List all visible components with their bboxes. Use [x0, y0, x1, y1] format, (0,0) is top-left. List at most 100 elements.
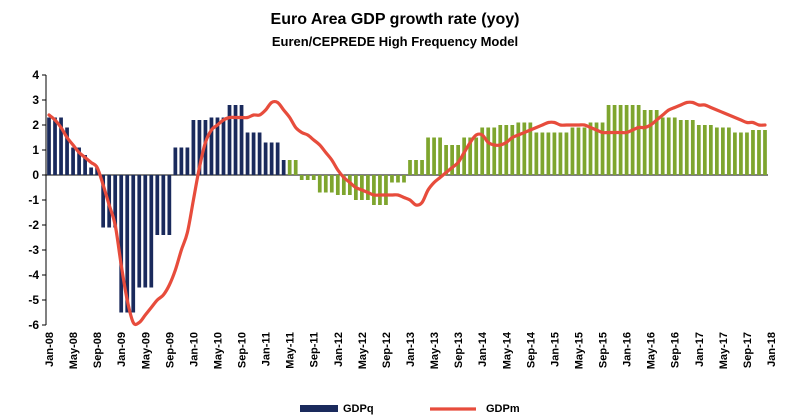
bar-forecast	[642, 110, 647, 175]
bar-forecast	[594, 122, 599, 175]
bar	[221, 117, 226, 175]
bar	[119, 175, 124, 313]
bar-forecast	[408, 160, 412, 175]
bar-forecast	[606, 105, 611, 175]
bar-forecast	[733, 132, 737, 175]
bar-forecast	[630, 105, 635, 175]
chart-title: Euro Area GDP growth rate (yoy)	[271, 11, 520, 28]
y-tick-label: 2	[32, 118, 39, 132]
bar	[251, 132, 256, 175]
bar-forecast	[504, 125, 509, 175]
bar-forecast	[648, 110, 653, 175]
bar-forecast	[426, 137, 430, 175]
bar-forecast	[450, 145, 454, 175]
x-tick-label: Jan-15	[549, 332, 561, 367]
bar	[239, 105, 244, 175]
bar-forecast	[618, 105, 623, 175]
bar	[77, 147, 81, 175]
bar-forecast	[486, 127, 491, 175]
x-tick-label: May-12	[357, 332, 369, 369]
bar	[89, 167, 93, 175]
bar-forecast	[654, 110, 659, 175]
bar	[215, 117, 220, 175]
x-tick-label: May-16	[646, 332, 658, 369]
x-tick-label: May-10	[212, 332, 224, 369]
bar	[137, 175, 142, 288]
x-tick-label: May-13	[429, 332, 441, 369]
bar-forecast	[727, 127, 731, 175]
bar-forecast	[317, 175, 322, 193]
bar-forecast	[757, 130, 761, 175]
bar-forecast	[360, 175, 364, 200]
bar-forecast	[498, 125, 503, 175]
bar-forecast	[480, 127, 485, 175]
bar	[173, 147, 178, 175]
bar-forecast	[414, 160, 418, 175]
bar-forecast	[378, 175, 382, 205]
bar-forecast	[366, 175, 370, 200]
x-tick-label: Jan-12	[333, 332, 345, 367]
bar-forecast	[492, 127, 497, 175]
bar	[71, 147, 75, 175]
bar	[131, 175, 136, 313]
bar-forecast	[293, 160, 298, 175]
x-tick-label: Jan-13	[405, 332, 417, 367]
bar-forecast	[468, 137, 473, 175]
bar-forecast	[612, 105, 617, 175]
bar-forecast	[528, 122, 533, 175]
bar-forecast	[739, 132, 743, 175]
x-tick-label: Sep-09	[164, 332, 176, 368]
y-tick-label: -3	[28, 243, 39, 257]
bar-forecast	[714, 127, 719, 175]
bar-forecast	[311, 175, 316, 180]
bar-forecast	[763, 130, 767, 175]
y-tick-label: -6	[28, 318, 39, 332]
bar	[275, 142, 280, 175]
bar	[143, 175, 148, 288]
bar	[65, 127, 69, 175]
bar	[101, 175, 106, 228]
x-tick-label: May-09	[140, 332, 152, 369]
x-tick-label: May-15	[573, 332, 585, 369]
y-tick-label: -2	[28, 218, 39, 232]
y-tick-label: 3	[32, 93, 39, 107]
bar-forecast	[444, 145, 448, 175]
x-tick-label: Jan-09	[116, 332, 128, 367]
bar-forecast	[329, 175, 334, 193]
bar	[47, 117, 51, 175]
bar-forecast	[299, 175, 304, 180]
bar	[125, 175, 130, 313]
bar-forecast	[600, 122, 605, 175]
bar-forecast	[702, 125, 707, 175]
x-tick-label: Jan-16	[622, 332, 634, 367]
line-layer	[47, 99, 767, 327]
bar	[209, 117, 214, 175]
bar-forecast	[396, 175, 400, 183]
x-tick-label: Jan-11	[261, 332, 273, 366]
x-tick-label: Jan-14	[477, 331, 489, 367]
x-tick-label: May-08	[68, 332, 80, 369]
series-line-gdpm	[47, 99, 767, 327]
x-tick-label: Sep-16	[670, 332, 682, 368]
bar-forecast	[335, 175, 340, 195]
y-tick-label: -5	[28, 293, 39, 307]
bar	[59, 117, 63, 175]
bar-forecast	[751, 130, 755, 175]
bar-forecast	[474, 137, 479, 175]
bar-forecast	[684, 120, 689, 175]
x-tick-label: Sep-10	[237, 332, 249, 368]
x-tick-label: May-11	[285, 332, 297, 369]
y-tick-label: 0	[32, 168, 39, 182]
x-tick-label: Sep-13	[453, 332, 465, 368]
bar-forecast	[660, 117, 665, 175]
y-tick-label: 1	[32, 143, 39, 157]
bar-forecast	[570, 127, 575, 175]
bar-forecast	[540, 132, 545, 175]
bar	[197, 120, 202, 175]
bar-forecast	[305, 175, 310, 180]
bar	[149, 175, 154, 288]
bar-forecast	[708, 125, 713, 175]
bar-forecast	[372, 175, 376, 205]
bar-forecast	[558, 132, 563, 175]
bars	[47, 105, 767, 313]
